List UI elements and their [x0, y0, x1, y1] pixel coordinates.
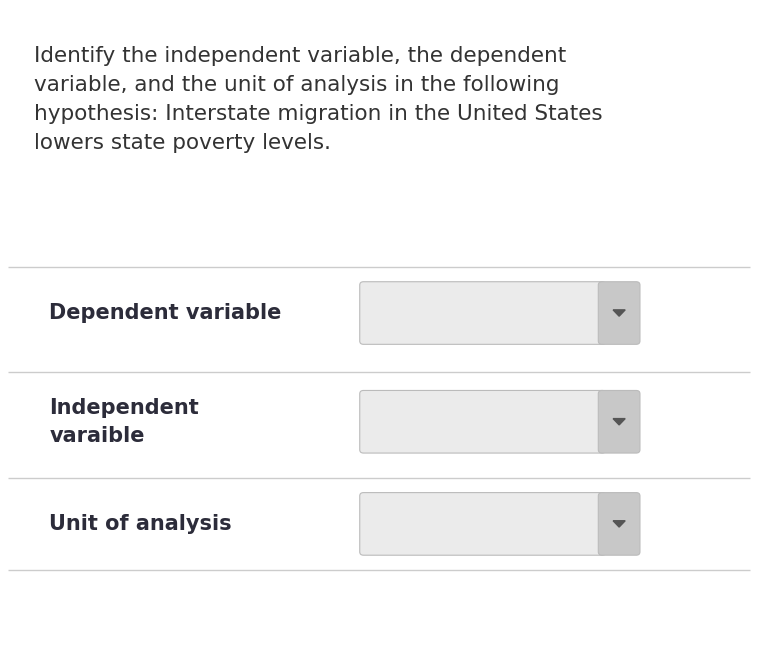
FancyBboxPatch shape — [360, 390, 606, 453]
Text: Independent
varaible: Independent varaible — [50, 398, 199, 445]
FancyBboxPatch shape — [360, 281, 606, 344]
Text: Unit of analysis: Unit of analysis — [50, 514, 232, 534]
FancyBboxPatch shape — [598, 493, 640, 555]
FancyBboxPatch shape — [598, 390, 640, 453]
FancyBboxPatch shape — [598, 281, 640, 344]
Polygon shape — [613, 521, 625, 527]
FancyBboxPatch shape — [360, 493, 606, 555]
Text: Identify the independent variable, the dependent
variable, and the unit of analy: Identify the independent variable, the d… — [34, 46, 603, 152]
Text: Dependent variable: Dependent variable — [50, 303, 282, 323]
Polygon shape — [613, 310, 625, 316]
Polygon shape — [613, 418, 625, 425]
